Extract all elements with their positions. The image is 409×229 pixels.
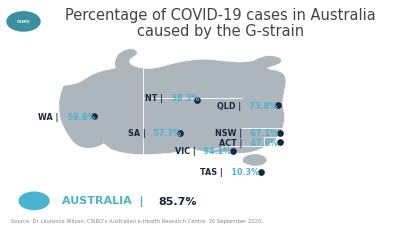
Polygon shape [242,154,267,166]
Text: caused by the G-strain: caused by the G-strain [137,24,303,39]
Text: Percentage of COVID-19 cases in Australia: Percentage of COVID-19 cases in Australi… [65,8,375,23]
Text: 10.3%: 10.3% [225,167,258,176]
Text: 94.1%: 94.1% [198,146,231,155]
Text: 73.8%: 73.8% [243,101,276,110]
Text: 57.7%: 57.7% [148,129,181,138]
Text: WA |: WA | [38,112,61,121]
Text: 85.7%: 85.7% [157,196,196,206]
Text: AUSTRALIA  |: AUSTRALIA | [61,196,143,207]
Text: NSW |: NSW | [215,129,245,138]
Text: CSIRO: CSIRO [17,20,30,24]
Text: TAS |: TAS | [200,167,225,176]
Text: 58.3%: 58.3% [165,94,198,103]
Circle shape [19,192,49,210]
Text: 47.6%: 47.6% [245,138,278,147]
Text: 59.8%: 59.8% [61,112,94,121]
Text: 67.1%: 67.1% [245,129,278,138]
Text: QLD |: QLD | [216,101,243,110]
Polygon shape [59,49,285,155]
Circle shape [7,13,40,32]
Text: VIC |: VIC | [175,146,198,155]
Text: ACT |: ACT | [218,138,245,147]
Text: NT |: NT | [145,94,165,103]
Text: Source: Dr Laurence Wilson, CSIRO's Australian e-Health Research Centre. 30 Sept: Source: Dr Laurence Wilson, CSIRO's Aust… [11,218,262,223]
Text: SA |: SA | [127,129,148,138]
